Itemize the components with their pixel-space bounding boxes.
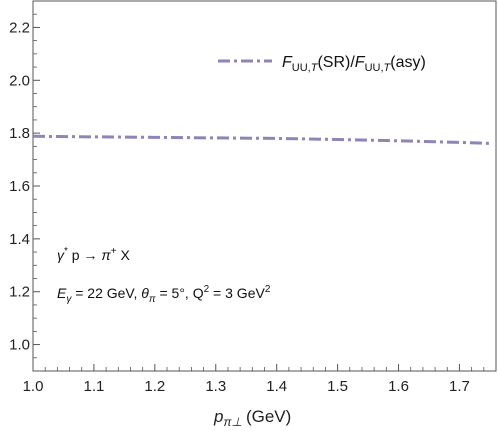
reaction-annotation: γ* p → π+ X [57, 246, 130, 263]
y-tick-label: 2.0 [9, 72, 30, 89]
series-line [32, 134, 490, 145]
y-tick-label: 1.4 [9, 231, 30, 248]
series-layer [32, 134, 490, 145]
y-tick-label: 1.0 [9, 337, 30, 354]
y-tick-label: 2.2 [9, 19, 30, 36]
x-axis-title: pπ⊥ (GeV) [213, 407, 291, 429]
legend-label: FUU,T(SR)/FUU,T(asy) [282, 54, 426, 74]
x-tick-label: 1.5 [327, 378, 348, 395]
y-axis-ticks: 1.0 1.2 1.4 1.6 1.8 2.0 2.2 [9, 13, 40, 359]
x-tick-label: 1.4 [266, 378, 287, 395]
x-axis-ticks: 1.0 1.1 1.2 1.3 1.4 1.5 1.6 1.7 [23, 364, 485, 395]
kinematics-annotation: Eγ = 22 GeV, θπ = 5°, Q2 = 3 GeV2 [57, 284, 271, 305]
x-tick-label: 1.7 [449, 378, 470, 395]
legend: FUU,T(SR)/FUU,T(asy) [218, 54, 426, 74]
y-tick-label: 1.2 [9, 284, 30, 301]
x-tick-label: 1.3 [205, 378, 226, 395]
x-tick-label: 1.0 [23, 378, 44, 395]
y-tick-label: 1.8 [9, 125, 30, 142]
x-tick-label: 1.2 [144, 378, 165, 395]
y-tick-label: 1.6 [9, 178, 30, 195]
plot-frame [32, 0, 497, 372]
x-tick-label: 1.1 [83, 378, 104, 395]
x-tick-label: 1.6 [388, 378, 409, 395]
